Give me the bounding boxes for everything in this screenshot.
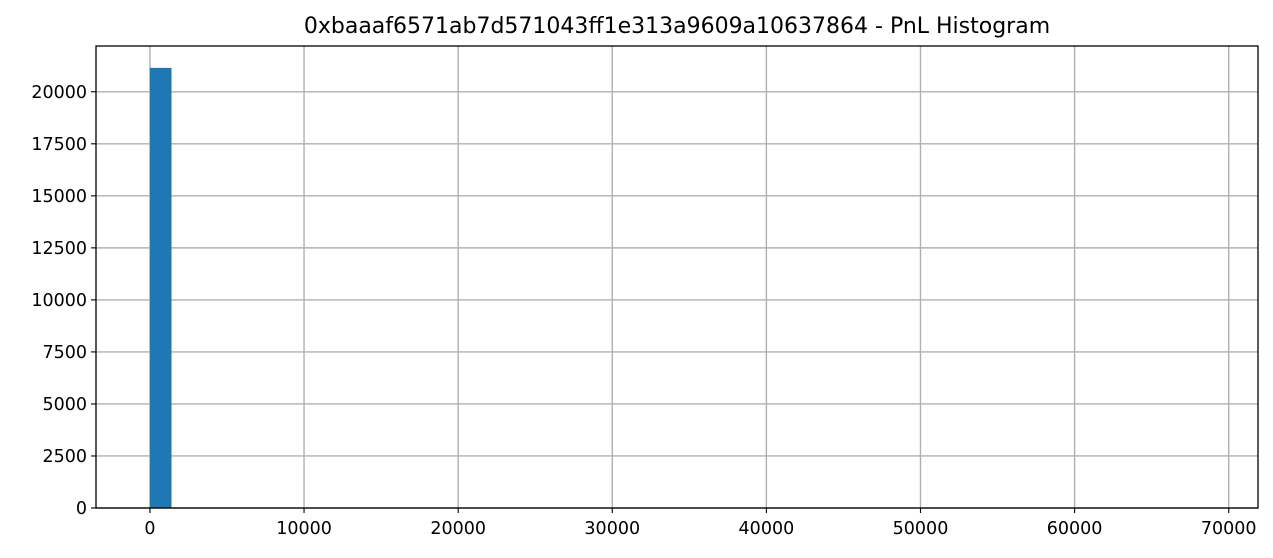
y-tick-label: 2500 (42, 447, 87, 467)
grid-lines (96, 46, 1258, 509)
histogram-bar (149, 67, 172, 508)
y-tick-label: 20000 (31, 83, 87, 103)
x-tick-label: 50000 (893, 519, 949, 539)
x-tick-label: 0 (144, 519, 155, 539)
chart-title: 0xbaaaf6571ab7d571043ff1e313a9609a106378… (304, 14, 1050, 39)
x-tick-label: 40000 (739, 519, 795, 539)
x-tick-label: 30000 (584, 519, 640, 539)
histogram-bars (149, 67, 172, 508)
y-tick-label: 7500 (42, 343, 87, 363)
x-tick-label: 60000 (1047, 519, 1103, 539)
y-tick-label: 17500 (31, 135, 87, 155)
y-tick-label: 10000 (31, 291, 87, 311)
axis-ticks: 0 10000 20000 30000 40000 50000 60000 70000 0 250… (31, 83, 1256, 539)
y-tick-label: 12500 (31, 239, 87, 259)
y-tick-label: 15000 (31, 187, 87, 207)
y-tick-label: 5000 (42, 395, 87, 415)
x-tick-label: 20000 (430, 519, 486, 539)
x-tick-label: 70000 (1201, 519, 1257, 539)
y-tick-label: 0 (76, 499, 87, 519)
axes-frame (95, 45, 1259, 509)
x-tick-label: 10000 (276, 519, 332, 539)
